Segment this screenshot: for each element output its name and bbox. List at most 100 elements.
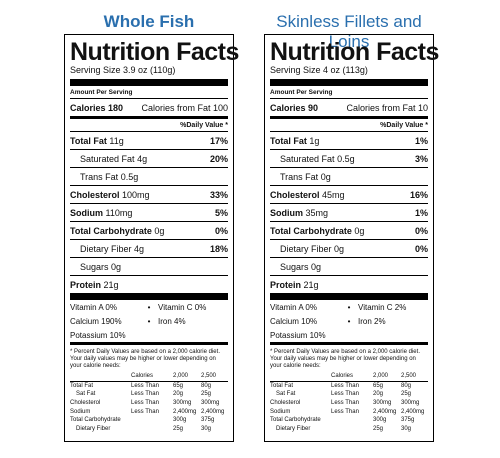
daily-value-header: %Daily Value * <box>380 121 428 129</box>
footnote: * Percent Daily Values are based on a 2,… <box>270 349 420 369</box>
trans-fat-row: Trans Fat 0.5g <box>70 168 228 185</box>
divider-medium <box>270 116 428 119</box>
nutrient-amount: 100mg <box>122 189 150 200</box>
sugars-row: Sugars 0g <box>70 258 228 275</box>
nutrient-amount: 21g <box>303 279 319 290</box>
vitamin-right: Iron 2% <box>358 316 386 326</box>
daily-value-percent: 0% <box>414 243 428 254</box>
daily-value-header: %Daily Value * <box>180 121 228 129</box>
nutrient-name: Protein <box>270 279 302 290</box>
table-row: Total Fat Less Than 65g 80g <box>270 382 412 389</box>
serving-size: Serving Size 4 oz (113g) <box>270 65 368 75</box>
vitamin-row: Calcium 10% • Iron 2% <box>270 314 428 328</box>
daily-value-percent: 0% <box>414 225 428 236</box>
divider-thick <box>270 79 428 86</box>
nutrition-label: Nutrition Facts Serving Size 4 oz (113g)… <box>264 34 439 442</box>
footnote: * Percent Daily Values are based on a 2,… <box>70 349 220 369</box>
nutrient-amount: 0g <box>334 243 345 254</box>
daily-values-table: Calories 2,000 2,500 Total Fat Less Than… <box>70 372 228 433</box>
nutrient-amount: 4g <box>137 153 148 164</box>
calories-row: Calories 90 Calories from Fat 10 <box>270 99 428 116</box>
cholesterol-row: Cholesterol 100mg 33% <box>70 186 228 203</box>
divider <box>270 98 428 99</box>
table-row: Cholesterol Less Than 300mg 300mg <box>270 400 420 407</box>
nutrient-amount: 45mg <box>322 189 345 200</box>
nutrient-name: Total Carbohydrate <box>70 225 152 236</box>
vitamin-row: Vitamin A 0% • Vitamin C 0% <box>70 300 228 314</box>
divider <box>270 131 428 132</box>
bullet-icon: • <box>347 316 351 326</box>
table-header: Calories 2,000 2,500 <box>270 372 428 382</box>
saturated-fat-row: Saturated Fat 0.5g 3% <box>270 150 428 167</box>
nutrition-facts-title: Nutrition Facts <box>70 38 239 66</box>
table-row: Dietary Fiber 25g 30g <box>276 425 412 432</box>
nutrient-amount: 11g <box>109 135 124 146</box>
table-row: Sodium Less Than 2,400mg 2,400mg <box>270 408 425 415</box>
vitamin-right: Vitamin C 0% <box>158 302 207 312</box>
amount-per-serving: Amount Per Serving <box>70 88 133 96</box>
daily-value-percent: 5% <box>214 207 228 218</box>
nutrient-name: Sugars <box>280 261 309 272</box>
sodium-row: Sodium 35mg 1% <box>270 204 428 221</box>
total-fat-row: Total Fat 1g 1% <box>270 132 428 149</box>
bullet-icon: • <box>147 302 151 312</box>
heading-whole-fish: Whole Fish <box>103 12 195 31</box>
nutrient-name: Protein <box>70 279 102 290</box>
table-row: Dietary Fiber 25g 30g <box>76 425 212 432</box>
nutrient-amount: 0g <box>320 171 331 182</box>
saturated-fat-row: Saturated Fat 4g 20% <box>70 150 228 167</box>
calories: Calories 90 <box>270 102 319 113</box>
daily-value-percent: 16% <box>409 189 428 200</box>
serving-size: Serving Size 3.9 oz (110g) <box>70 65 176 75</box>
vitamin-right: Vitamin C 2% <box>358 302 407 312</box>
calories-from-fat: Calories from Fat 10 <box>346 102 428 113</box>
cholesterol-row: Cholesterol 45mg 16% <box>270 186 428 203</box>
daily-value-percent: 3% <box>414 153 428 164</box>
nutrient-amount: 35mg <box>305 207 329 218</box>
nutrient-name: Total Carbohydrate <box>270 225 352 236</box>
nutrient-amount: 0g <box>111 261 122 272</box>
table-header: Calories 2,000 2,500 <box>70 372 228 382</box>
sugars-row: Sugars 0g <box>270 258 428 275</box>
nutrient-amount: 0g <box>154 225 165 236</box>
vitamin-row: Potassium 10% <box>70 328 228 342</box>
table-row: Total Carbohydrate 300g 375g <box>70 417 215 424</box>
nutrient-amount: 110mg <box>105 207 133 218</box>
table-row: Total Fat Less Than 65g 80g <box>70 382 212 389</box>
vitamin-left: Calcium 190% <box>70 316 122 326</box>
nutrient-name: Sodium <box>70 207 103 218</box>
vitamin-left: Calcium 10% <box>270 316 318 326</box>
table-row: Sat Fat Less Than 20g 25g <box>276 391 412 398</box>
nutrient-amount: 0.5g <box>120 171 139 182</box>
nutrient-name: Cholesterol <box>270 189 320 200</box>
trans-fat-row: Trans Fat 0g <box>270 168 428 185</box>
nutrition-facts-title: Nutrition Facts <box>270 38 439 66</box>
carbohydrate-row: Total Carbohydrate 0g 0% <box>70 222 228 239</box>
total-fat-row: Total Fat 11g 17% <box>70 132 228 149</box>
nutrient-name: Total Fat <box>270 135 307 146</box>
nutrient-amount: 0g <box>311 261 322 272</box>
vitamin-row: Potassium 10% <box>270 328 428 342</box>
daily-value-percent: 1% <box>414 135 428 146</box>
nutrient-amount: 0g <box>354 225 365 236</box>
table-row: Cholesterol Less Than 300mg 300mg <box>70 400 220 407</box>
table-row: Sat Fat Less Than 20g 25g <box>76 391 212 398</box>
divider <box>70 131 228 132</box>
table-row: Total Carbohydrate 300g 375g <box>270 417 415 424</box>
nutrient-name: Trans Fat <box>280 171 319 182</box>
nutrient-name: Dietary Fiber <box>280 243 332 254</box>
nutrient-amount: 4g <box>134 243 145 254</box>
vitamin-left: Potassium 10% <box>270 330 326 340</box>
bullet-icon: • <box>147 316 151 326</box>
nutrient-amount: 0.5g <box>337 153 355 164</box>
nutrient-name: Total Fat <box>70 135 107 146</box>
divider-thick <box>70 79 228 86</box>
vitamin-left: Vitamin A 0% <box>270 302 317 312</box>
vitamin-right: Iron 4% <box>158 316 186 326</box>
nutrient-name: Saturated Fat <box>280 153 335 164</box>
nutrient-amount: 21g <box>103 279 119 290</box>
nutrient-name: Sugars <box>80 261 109 272</box>
divider <box>70 98 228 99</box>
nutrient-name: Cholesterol <box>70 189 120 200</box>
protein-row: Protein 21g <box>270 276 428 293</box>
